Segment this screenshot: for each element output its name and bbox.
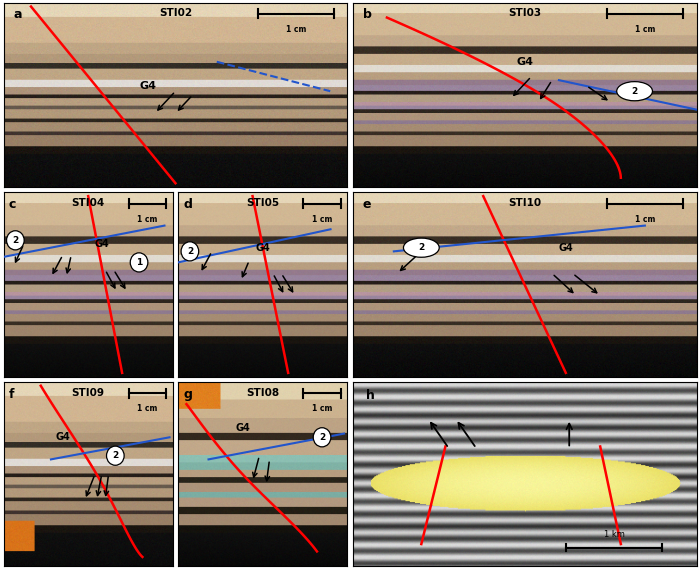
Text: b: b <box>363 9 372 22</box>
Text: 1 cm: 1 cm <box>312 215 332 224</box>
Text: 2: 2 <box>12 236 18 245</box>
Text: d: d <box>183 198 192 211</box>
Text: e: e <box>363 198 372 211</box>
Text: G4: G4 <box>516 57 533 67</box>
Text: 1 cm: 1 cm <box>286 25 306 34</box>
Circle shape <box>106 446 124 465</box>
Text: 1 km: 1 km <box>603 530 624 538</box>
Text: a: a <box>14 9 22 22</box>
Text: 1 cm: 1 cm <box>312 404 332 413</box>
Text: h: h <box>366 389 375 402</box>
Text: STI08: STI08 <box>246 387 279 398</box>
Circle shape <box>181 242 199 261</box>
Circle shape <box>403 238 439 257</box>
Circle shape <box>313 428 331 447</box>
Text: 1 cm: 1 cm <box>635 25 655 34</box>
Text: 2: 2 <box>319 433 326 442</box>
Text: G4: G4 <box>139 81 157 90</box>
Text: c: c <box>8 198 16 211</box>
Text: G4: G4 <box>55 432 70 442</box>
Circle shape <box>130 253 148 272</box>
Circle shape <box>617 81 652 101</box>
Text: 1 cm: 1 cm <box>635 215 655 224</box>
Text: G4: G4 <box>94 239 109 249</box>
Text: 1: 1 <box>136 258 142 267</box>
Text: 2: 2 <box>631 86 638 96</box>
Text: 2: 2 <box>187 247 193 256</box>
Text: f: f <box>8 387 14 401</box>
Text: 1 cm: 1 cm <box>137 215 158 224</box>
Text: STI03: STI03 <box>508 9 541 18</box>
Text: STI02: STI02 <box>159 9 192 18</box>
Text: G4: G4 <box>559 243 573 253</box>
Text: STI09: STI09 <box>71 387 105 398</box>
Text: 2: 2 <box>418 243 424 252</box>
Circle shape <box>6 231 25 250</box>
Text: G4: G4 <box>235 423 250 433</box>
Text: 2: 2 <box>112 451 118 460</box>
Text: 1 cm: 1 cm <box>137 404 158 413</box>
Text: STI10: STI10 <box>508 198 541 208</box>
Text: G4: G4 <box>256 243 270 253</box>
Text: STI05: STI05 <box>246 198 279 208</box>
Text: STI04: STI04 <box>71 198 105 208</box>
Text: g: g <box>183 387 192 401</box>
